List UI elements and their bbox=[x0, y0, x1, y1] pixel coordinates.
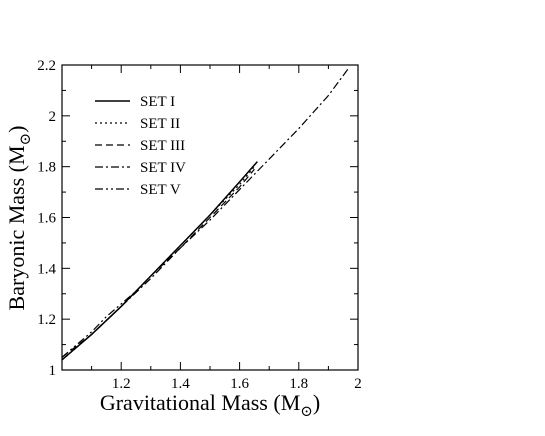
series-line-5 bbox=[62, 290, 137, 358]
x-axis-title: Gravitational Mass (M⊙) bbox=[100, 390, 320, 420]
y-tick-label: 1.4 bbox=[37, 261, 56, 277]
series-line-3 bbox=[62, 168, 255, 358]
legend-label-5: SET V bbox=[140, 182, 181, 198]
x-tick-label: 1.8 bbox=[289, 376, 308, 392]
legend-label-1: SET I bbox=[140, 94, 175, 110]
x-tick-label: 1.4 bbox=[171, 376, 190, 392]
tick-labels: 1.2 1.4 1.6 1.8 2 1 1.2 1.4 1.6 1.8 2 2.2 bbox=[37, 58, 362, 392]
axis-ticks bbox=[61, 64, 359, 371]
y-tick-label: 1 bbox=[49, 363, 57, 379]
y-axis-title: Baryonic Mass (M⊙) bbox=[4, 126, 34, 311]
y-tick-label: 2 bbox=[49, 109, 57, 125]
legend: SET I SET II SET III SET IV SET V bbox=[95, 94, 186, 198]
x-tick-label: 1.2 bbox=[112, 376, 131, 392]
x-tick-label: 2 bbox=[354, 376, 362, 392]
y-tick-label: 1.8 bbox=[37, 160, 56, 176]
x-tick-label: 1.6 bbox=[230, 376, 249, 392]
legend-label-3: SET III bbox=[140, 138, 185, 154]
series-line-4 bbox=[62, 67, 350, 361]
y-tick-label: 2.2 bbox=[37, 58, 56, 74]
series-lines bbox=[62, 67, 350, 361]
legend-label-4: SET IV bbox=[140, 160, 186, 176]
y-tick-label: 1.6 bbox=[37, 211, 56, 227]
y-tick-label: 1.2 bbox=[37, 312, 56, 328]
legend-label-2: SET II bbox=[140, 116, 180, 132]
